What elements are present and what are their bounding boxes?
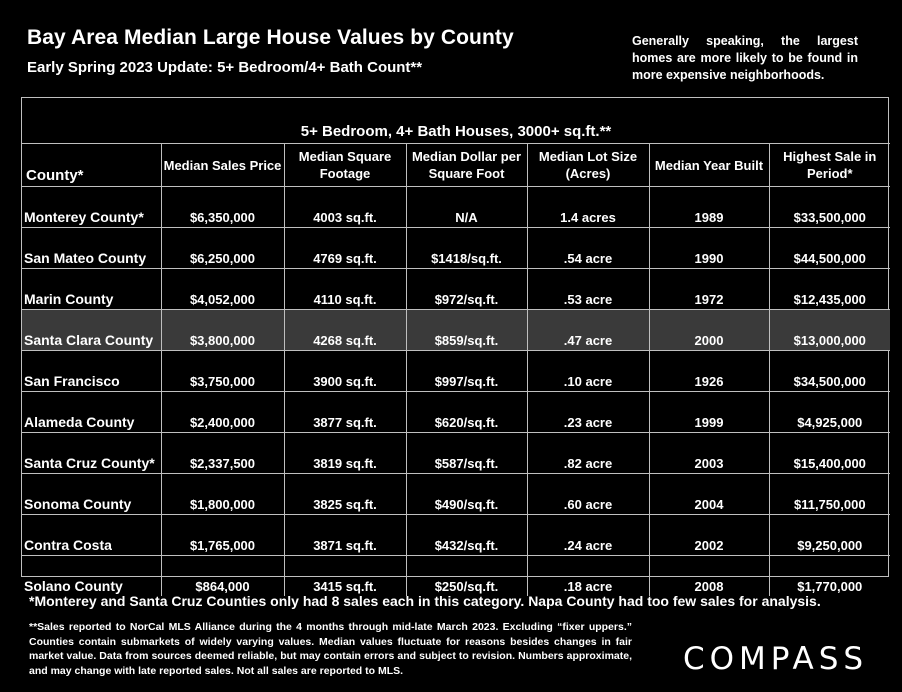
table-cell: $620/sq.ft.	[405, 391, 527, 433]
table-cell: $44,500,000	[768, 227, 891, 269]
table-cell: $13,000,000	[768, 309, 891, 351]
table-cell: 1972	[648, 268, 769, 310]
table-cell: $6,350,000	[160, 186, 284, 228]
table-cell: 2002	[648, 514, 769, 556]
table-cell: $4,925,000	[768, 391, 891, 433]
table-cell: $34,500,000	[768, 350, 891, 392]
table-cell: $490/sq.ft.	[405, 473, 527, 515]
table-cell: $1,765,000	[160, 514, 284, 556]
table-cell: $3,750,000	[160, 350, 284, 392]
table-cell: 3415 sq.ft.	[283, 555, 406, 596]
county-name-cell: Contra Costa	[22, 514, 161, 556]
table-cell: 3877 sq.ft.	[283, 391, 406, 433]
table-cell: .54 acre	[526, 227, 649, 269]
table-cell: $1418/sq.ft.	[405, 227, 527, 269]
table-cell: 1.4 acres	[526, 186, 649, 228]
footnote-double-asterisk: **Sales reported to NorCal MLS Alliance …	[29, 621, 632, 677]
table-row: Santa Clara County $3,800,000 4268 sq.ft. $…	[22, 309, 891, 351]
column-header: Median Square Footage	[283, 143, 406, 187]
data-table-container: 5+ Bedroom, 4+ Bath Houses, 3000+ sq.ft.…	[21, 97, 891, 596]
side-note: Generally speaking, the largest homes ar…	[632, 34, 858, 82]
table-cell: $33,500,000	[768, 186, 891, 228]
column-header: Median Lot Size (Acres)	[526, 143, 649, 187]
table-cell: .23 acre	[526, 391, 649, 433]
county-name-cell: San Mateo County	[22, 227, 161, 269]
page-title: Bay Area Median Large House Values by Co…	[27, 26, 514, 49]
footnote-asterisk: *Monterey and Santa Cruz Counties only h…	[29, 593, 821, 609]
table-cell: $1,800,000	[160, 473, 284, 515]
column-header: Median Sales Price	[160, 143, 284, 187]
page-subtitle: Early Spring 2023 Update: 5+ Bedroom/4+ …	[27, 59, 423, 76]
table-cell: $859/sq.ft.	[405, 309, 527, 351]
table-cell: $972/sq.ft.	[405, 268, 527, 310]
table-cell: $1,770,000	[768, 555, 891, 596]
table-cell: 1990	[648, 227, 769, 269]
county-name-cell: Marin County	[22, 268, 161, 310]
table-cell: $3,800,000	[160, 309, 284, 351]
table-cell: .53 acre	[526, 268, 649, 310]
table-cell: .10 acre	[526, 350, 649, 392]
table-cell: .24 acre	[526, 514, 649, 556]
table-body: Monterey County* $6,350,000 4003 sq.ft. N/A…	[22, 186, 891, 596]
table-cell: $250/sq.ft.	[405, 555, 527, 596]
table-banner: 5+ Bedroom, 4+ Bath Houses, 3000+ sq.ft.…	[300, 123, 612, 140]
column-header: County*	[22, 143, 161, 187]
column-header: Highest Sale in Period*	[768, 143, 891, 187]
table-cell: N/A	[405, 186, 527, 228]
table-cell: .18 acre	[526, 555, 649, 596]
table-cell: $9,250,000	[768, 514, 891, 556]
table-cell: $2,400,000	[160, 391, 284, 433]
table-cell: 1989	[648, 186, 769, 228]
compass-logo: COMPASS	[683, 641, 869, 677]
table-cell: $4,052,000	[160, 268, 284, 310]
table-cell: 2003	[648, 432, 769, 474]
table-row: San Mateo County $6,250,000 4769 sq.ft. $14…	[22, 227, 891, 269]
column-header: Median Dollar per Square Foot	[405, 143, 527, 187]
table-cell: $587/sq.ft.	[405, 432, 527, 474]
table-row: San Francisco $3,750,000 3900 sq.ft. $997/s…	[22, 350, 891, 392]
table-cell: 3819 sq.ft.	[283, 432, 406, 474]
table-row: Alameda County $2,400,000 3877 sq.ft. $620/…	[22, 391, 891, 433]
table-cell: 2008	[648, 555, 769, 596]
table-cell: 2000	[648, 309, 769, 351]
table-cell: 4769 sq.ft.	[283, 227, 406, 269]
table-cell: 4268 sq.ft.	[283, 309, 406, 351]
table-row: Marin County $4,052,000 4110 sq.ft. $972/sq…	[22, 268, 891, 310]
table-cell: 4003 sq.ft.	[283, 186, 406, 228]
table-row: Solano County $864,000 3415 sq.ft. $250/sq.…	[22, 555, 891, 596]
table-cell: .47 acre	[526, 309, 649, 351]
table-cell: $2,337,500	[160, 432, 284, 474]
column-header: Median Year Built	[648, 143, 769, 187]
table-row: Sonoma County $1,800,000 3825 sq.ft. $490/s…	[22, 473, 891, 515]
table-cell: 4110 sq.ft.	[283, 268, 406, 310]
county-name-cell: Solano County	[22, 555, 161, 596]
table-row: Santa Cruz County* $2,337,500 3819 sq.ft. $…	[22, 432, 891, 474]
table-cell: 1999	[648, 391, 769, 433]
table-cell: 2004	[648, 473, 769, 515]
table-cell: 1926	[648, 350, 769, 392]
table-cell: .60 acre	[526, 473, 649, 515]
county-values-table: 5+ Bedroom, 4+ Bath Houses, 3000+ sq.ft.…	[22, 98, 891, 596]
table-cell: 3825 sq.ft.	[283, 473, 406, 515]
county-name-cell: Monterey County*	[22, 186, 161, 228]
county-name-cell: Santa Cruz County*	[22, 432, 161, 474]
table-cell: $864,000	[160, 555, 284, 596]
table-row: Contra Costa $1,765,000 3871 sq.ft. $432/sq…	[22, 514, 891, 556]
county-name-cell: San Francisco	[22, 350, 161, 392]
table-cell: $15,400,000	[768, 432, 891, 474]
table-cell: $997/sq.ft.	[405, 350, 527, 392]
table-header-row: County* Median Sales Price Median Square F…	[22, 143, 891, 187]
table-cell: $12,435,000	[768, 268, 891, 310]
table-cell: $6,250,000	[160, 227, 284, 269]
table-row: Monterey County* $6,350,000 4003 sq.ft. N/A…	[22, 186, 891, 228]
table-cell: 3900 sq.ft.	[283, 350, 406, 392]
county-name-cell: Alameda County	[22, 391, 161, 433]
table-cell: $432/sq.ft.	[405, 514, 527, 556]
table-cell: .82 acre	[526, 432, 649, 474]
county-name-cell: Sonoma County	[22, 473, 161, 515]
table-cell: 3871 sq.ft.	[283, 514, 406, 556]
county-name-cell: Santa Clara County	[22, 309, 161, 351]
table-cell: $11,750,000	[768, 473, 891, 515]
